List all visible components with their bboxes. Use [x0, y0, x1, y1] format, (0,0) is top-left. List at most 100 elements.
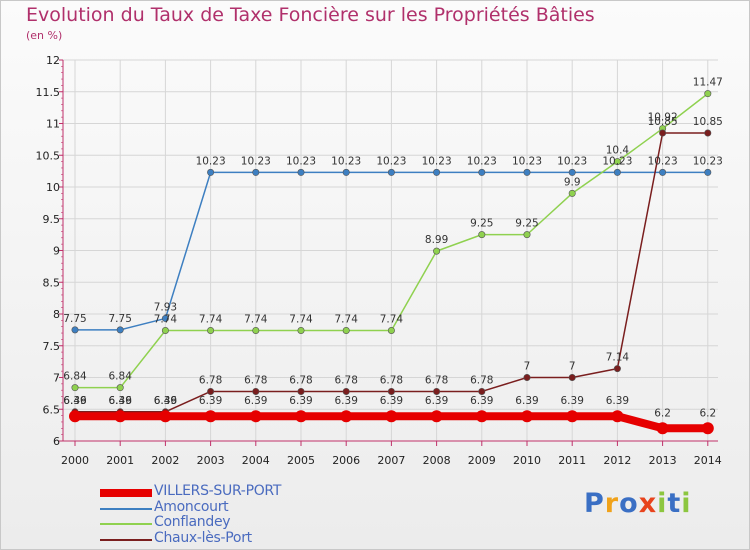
data-point-3 [297, 387, 305, 395]
data-point-3 [387, 387, 395, 395]
x-tick-label: 2000 [61, 454, 89, 467]
data-point-0 [159, 410, 172, 423]
data-point-1 [659, 168, 667, 176]
data-label-3: 6.78 [380, 374, 403, 386]
data-point-0 [475, 410, 488, 423]
data-point-0 [521, 410, 533, 423]
proxiti-logo: Proxiti [584, 488, 692, 519]
legend-swatch-villers [100, 489, 152, 497]
data-label-2: 6.84 [63, 371, 87, 383]
data-label-1: 10.23 [196, 155, 226, 167]
legend-swatch-conflandey [100, 523, 152, 525]
data-point-0 [611, 410, 624, 423]
data-label-0: 6.39 [425, 395, 448, 407]
y-axis-unit-label: (en %) [26, 29, 63, 42]
data-label-0: 6.39 [199, 395, 222, 407]
data-label-1: 10.23 [286, 155, 316, 167]
data-point-1 [116, 326, 124, 334]
y-tick-label: 9.5 [43, 213, 61, 226]
legend-label-amoncourt: Amoncourt [154, 498, 229, 515]
data-point-2 [568, 189, 576, 197]
data-point-2 [71, 384, 79, 392]
data-point-1 [71, 326, 79, 334]
x-tick-label: 2007 [377, 454, 405, 467]
logo-letter: x [638, 488, 658, 519]
logo-letter: i [681, 488, 692, 519]
y-tick-label: 7 [53, 372, 60, 385]
data-label-0: 6.39 [470, 395, 493, 407]
data-point-0 [114, 410, 127, 423]
data-point-0 [204, 410, 217, 423]
x-tick-label: 2009 [468, 454, 496, 467]
data-label-1: 7.75 [109, 313, 132, 325]
data-label-1: 7.93 [154, 301, 177, 313]
data-point-3 [568, 373, 576, 381]
data-point-0 [566, 410, 579, 423]
data-label-1: 10.23 [241, 155, 271, 167]
y-tick-label: 8.5 [43, 276, 61, 289]
data-label-3: 6.78 [244, 374, 267, 386]
data-label-0: 6.39 [289, 395, 312, 407]
data-point-3 [478, 387, 486, 395]
data-label-0: 6.39 [606, 395, 629, 407]
data-label-0: 6.2 [654, 407, 671, 419]
data-point-2 [207, 327, 215, 335]
x-tick-label: 2003 [197, 454, 225, 467]
data-point-3 [342, 387, 350, 395]
data-point-0 [69, 410, 81, 423]
data-point-0 [701, 422, 714, 435]
y-tick-label: 7.5 [43, 340, 61, 353]
data-label-3: 7 [569, 361, 576, 373]
data-label-3: 6.78 [289, 374, 312, 386]
y-tick-label: 11 [46, 118, 60, 131]
legend-swatch-chaux [100, 538, 152, 541]
y-tick-label: 11.5 [36, 86, 61, 99]
data-point-2 [297, 327, 305, 335]
y-tick-label: 10 [46, 181, 60, 194]
data-point-0 [249, 410, 262, 423]
logo-letter: P [584, 488, 605, 519]
data-point-2 [478, 231, 486, 239]
y-tick-label: 10.5 [36, 149, 61, 162]
data-point-3 [523, 373, 531, 381]
data-point-3 [704, 129, 712, 137]
data-point-1 [387, 168, 395, 176]
axes: 6 6.5 7 7.5 8 8.5 9 9.5 10 10.5 11 11.5 12 2000 2001 20… [36, 54, 722, 467]
data-point-1 [613, 168, 621, 176]
x-tick-label: 2006 [332, 454, 360, 467]
data-point-0 [430, 410, 443, 423]
logo-letter: t [667, 488, 682, 519]
y-tick-label: 8 [53, 308, 60, 321]
data-point-0 [340, 410, 353, 423]
data-label-0: 6.39 [515, 395, 538, 407]
y-tick-label: 12 [46, 54, 60, 67]
data-label-1: 10.23 [422, 155, 452, 167]
data-point-2 [433, 247, 441, 255]
data-point-0 [656, 422, 669, 435]
data-label-2: 7.74 [244, 314, 268, 326]
data-point-1 [568, 168, 576, 176]
y-tick-label: 6.5 [43, 403, 61, 416]
x-tick-label: 2010 [513, 454, 541, 467]
data-label-2: 8.99 [425, 234, 448, 246]
data-label-2: 10.92 [648, 112, 678, 124]
legend-label-conflandey: Conflandey [154, 514, 231, 530]
data-point-1 [433, 168, 441, 176]
data-label-2: 7.74 [289, 314, 313, 326]
data-point-1 [252, 168, 260, 176]
data-label-1: 7.75 [63, 313, 86, 325]
data-point-2 [704, 90, 712, 98]
data-labels: 7.75 7.75 7.93 10.23 10.23 10.23 10.23 10.23 10.… [63, 77, 723, 420]
data-label-3: 6.78 [425, 374, 448, 386]
data-point-1 [161, 314, 169, 322]
data-label-3: 10.85 [648, 116, 678, 128]
series-points [69, 90, 714, 435]
data-label-2: 7.74 [335, 314, 359, 326]
data-point-1 [478, 168, 486, 176]
data-label-3: 6.46 [154, 395, 178, 407]
data-point-1 [704, 168, 712, 176]
data-point-3 [659, 129, 667, 137]
logo-letter: i [657, 488, 668, 519]
data-label-1: 10.23 [693, 155, 723, 167]
data-label-1: 10.23 [648, 155, 678, 167]
